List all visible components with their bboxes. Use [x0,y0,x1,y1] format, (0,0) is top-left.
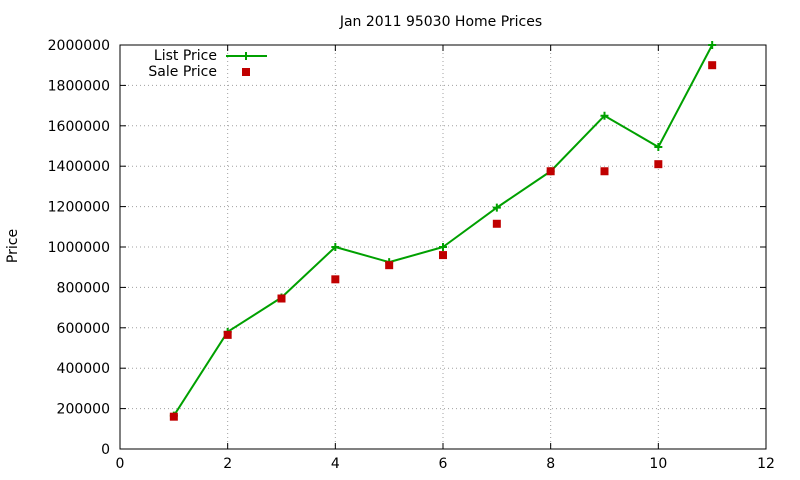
y-tick-label: 1600000 [48,119,110,135]
sale-price-point [546,167,555,176]
sale-price-point [331,275,340,284]
plot-frame [119,44,767,450]
list-price-point [708,41,717,49]
y-tick-label: 0 [101,442,110,458]
legend-marker-list-price [242,52,250,60]
x-tick-label: 8 [546,456,555,472]
list-price-point [654,143,663,152]
grid [120,45,766,449]
x-tick-label: 12 [757,456,775,472]
sale-price-point [277,294,286,303]
y-tick-label: 400000 [57,361,110,377]
sale-price-point [223,330,232,339]
series-1 [169,61,717,421]
y-tick-label: 600000 [57,321,110,337]
legend-label-list-price: List Price [154,48,217,64]
sale-price-point [439,251,447,260]
sale-price-point [600,167,609,176]
list-price-point [331,243,340,251]
list-price-point [492,203,501,212]
legend-marker-sale-price [242,68,250,76]
y-tick-label: 200000 [57,402,110,418]
sale-price-point [654,160,663,169]
axis-ticks: 0 200000 400000 600000 800000 1000000 1200000 1… [48,38,775,472]
y-axis-label: Price [5,229,21,263]
list-price-point [439,243,447,251]
chart-title: Jan 2011 95030 Home Prices [339,14,542,30]
y-tick-label: 800000 [57,280,110,296]
legend: List Price Sale Price [148,48,267,80]
y-tick-label: 1400000 [48,159,110,175]
list-price-line [172,44,714,417]
y-tick-label: 1200000 [48,200,110,216]
series-group [169,41,717,421]
x-tick-label: 2 [223,456,232,472]
list-price-point [600,111,609,120]
x-tick-label: 4 [331,456,340,472]
y-tick-label: 1000000 [48,240,110,256]
x-tick-label: 6 [439,456,448,472]
sale-price-point [169,412,178,421]
y-tick-label: 2000000 [48,38,110,54]
x-tick-label: 0 [116,456,125,472]
sale-price-point [492,219,501,228]
x-tick-label: 10 [649,456,667,472]
sale-price-point [708,61,717,70]
y-tick-label: 1800000 [48,78,110,94]
sale-price-point [385,261,394,270]
legend-label-sale-price: Sale Price [148,64,217,80]
